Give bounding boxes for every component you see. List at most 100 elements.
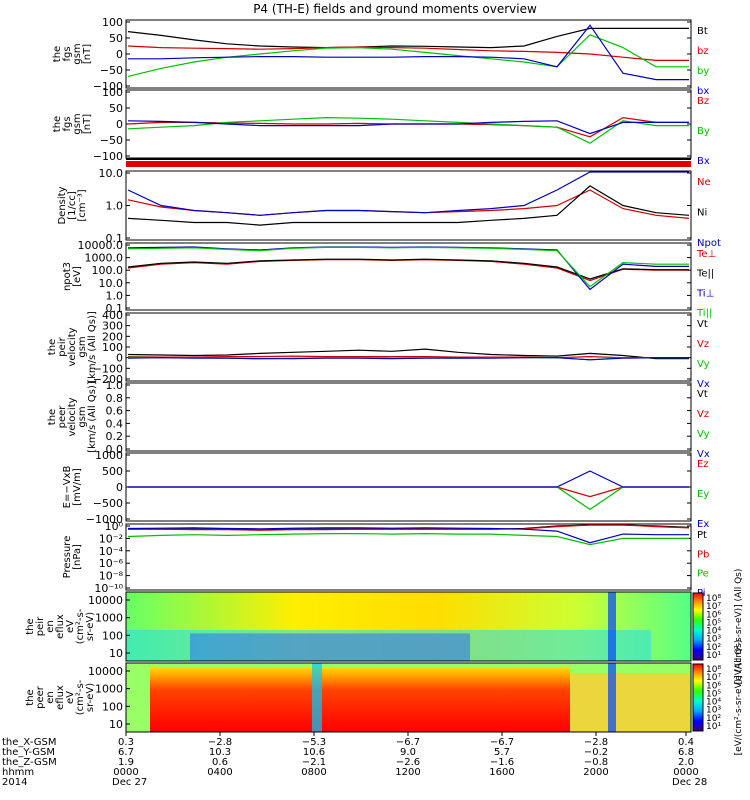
series-line [127,120,689,135]
series-line [127,171,689,216]
y-tick-label: 100 [102,700,123,713]
panel-ylabel-line: [nT] [82,114,93,134]
colorbar-tick-label: 10⁶ [706,610,721,620]
legend-entry: Vz [697,339,709,350]
y-tick-label: −50 [100,64,123,77]
series-line [128,24,689,81]
footer-value: −2.6 [396,757,420,768]
spectrogram-ylabel-line: sr-eV) [85,612,96,641]
colorbar [692,663,704,732]
legend-entry: Vy [697,359,710,370]
spectrogram-ylabel-line: peer [35,685,46,709]
legend-entry: Ti⊥ [696,288,714,299]
y-tick-label: 1.0 [106,379,124,392]
spectrogram-ylabel-line: (cm²-s- [75,608,86,644]
footer-value: 5.7 [494,747,510,758]
legend-entry: Ey [697,489,709,500]
colorbar-label: [eV/(cm²-s-sr-eV)] (All Qs) [734,569,744,685]
legend-entry: Ex [697,519,709,530]
colorbar-tick-label: 10⁷ [706,602,721,612]
panel-ylabel-line: [mV/m] [72,468,83,506]
colorbar-tick-label: 10⁸ [706,594,721,604]
colorbar-label-text: [eV/(cm²-s-sr-eV)] (All Qs) [734,569,744,685]
y-tick-label: 10⁰ [105,520,124,533]
colorbar-tick-label: 10⁵ [706,618,721,628]
panel-ylabel-line: the [47,339,58,355]
panel-ylabel: the fgs gsm [nT] [52,43,93,64]
footer-value: 2.0 [678,757,694,768]
panel-ylabel-line: velocity [67,397,78,436]
spectrogram-gap [608,592,616,661]
legend-entry: Te|| [696,269,714,280]
legend-entry: Pt [697,530,707,541]
panel-ylabel-line: npot3 [62,262,73,291]
footer-value: 2000 [583,767,608,778]
legend-entry: Vy [697,429,710,440]
footer-value: −5.3 [302,737,326,748]
y-tick-label: 100 [102,629,123,642]
y-tick-label: −50 [100,134,123,147]
footer-date-start: Dec 27 [112,777,147,788]
panel-ylabel-line: velocity [67,327,78,366]
panel-ylabel-line: gsm [77,406,88,427]
footer-value: 0400 [207,767,232,778]
series-line [127,527,689,544]
footer-value: 0000 [113,767,138,778]
panel-ylabel-line: fgs [62,116,73,131]
colorbar-tick-label: 10⁷ [706,673,721,683]
spectrogram-gap [312,663,322,732]
spectrogram-ylabel-line: eflux [55,685,66,710]
series-line [127,246,689,288]
panel-ylabel-line: [km/s (All Qs)] [87,381,98,453]
spectrogram-ylabel-line: the [25,618,36,634]
y-tick-label: 1000 [95,683,123,696]
panel-ylabel-line: [1/cc] [67,191,78,220]
y-tick-label: 100 [102,341,123,354]
series-line [128,524,690,531]
legend-entry: Bx [697,156,710,167]
panel-frame [125,242,692,311]
y-tick-label: 0.2 [106,430,124,443]
spectrogram-ylabel-line: (cm²-s- [75,679,86,715]
panel-ylabel-line: gsm [72,113,83,134]
footer-value: −1.6 [490,757,514,768]
panel-frame [125,19,692,89]
footer-row-label: the_Z-GSM [2,757,57,768]
colorbar-tick-label: 10¹ [706,651,721,661]
legend-entry: bz [697,46,709,57]
spectrogram-gap [608,663,616,732]
y-tick-label: −200 [93,373,123,386]
legend-entry: Vx [697,449,710,460]
panel-frame [125,523,692,591]
footer-ephemeris: the_X-GSM 0.3 −2.8 −5.3 −6.7 −6.7 −2.8 0.4 the_Y… [2,732,707,788]
spectrogram-ylabel: the peer en eflux eV (cm²-s-sr-eV) [25,679,96,715]
footer-value: 6.8 [678,747,694,758]
colorbar-tick-label: 10⁶ [706,681,721,691]
footer-value: −2.1 [302,757,326,768]
footer-value: 1600 [489,767,514,778]
legend-entry: Vt [697,319,708,330]
series-line [127,27,689,49]
series-line [127,34,689,77]
y-tick-label: 50 [109,32,123,45]
spectrogram-1: 10000 1000 100 10 the peir en eflux eV (cm²-s-sr-… [25,569,744,685]
footer-value: −2.8 [208,737,232,748]
y-tick-label: 200 [102,330,123,343]
y-tick-label: 0.8 [106,392,124,405]
colorbar-label: [eV/(cm²-s-sr-eV)] (All Qs) [734,640,744,756]
spectrogram-ylabel-line: eV [65,691,76,704]
spectrogram-ylabel-line: the [25,689,36,705]
panel-ylabel-line: the [52,116,63,132]
footer-value: 10.3 [209,747,231,758]
footer-value: 0.4 [678,737,694,748]
y-tick-label: 10000 [88,594,123,607]
spectrogram-ylabel-line: sr-eV) [85,683,96,712]
y-tick-label: 10000.0 [78,239,124,252]
legend-entry: Pb [697,549,709,560]
colorbar-tick-label: 10¹ [706,722,721,732]
footer-value: 1200 [395,767,420,778]
y-tick-label: 400 [102,309,123,322]
